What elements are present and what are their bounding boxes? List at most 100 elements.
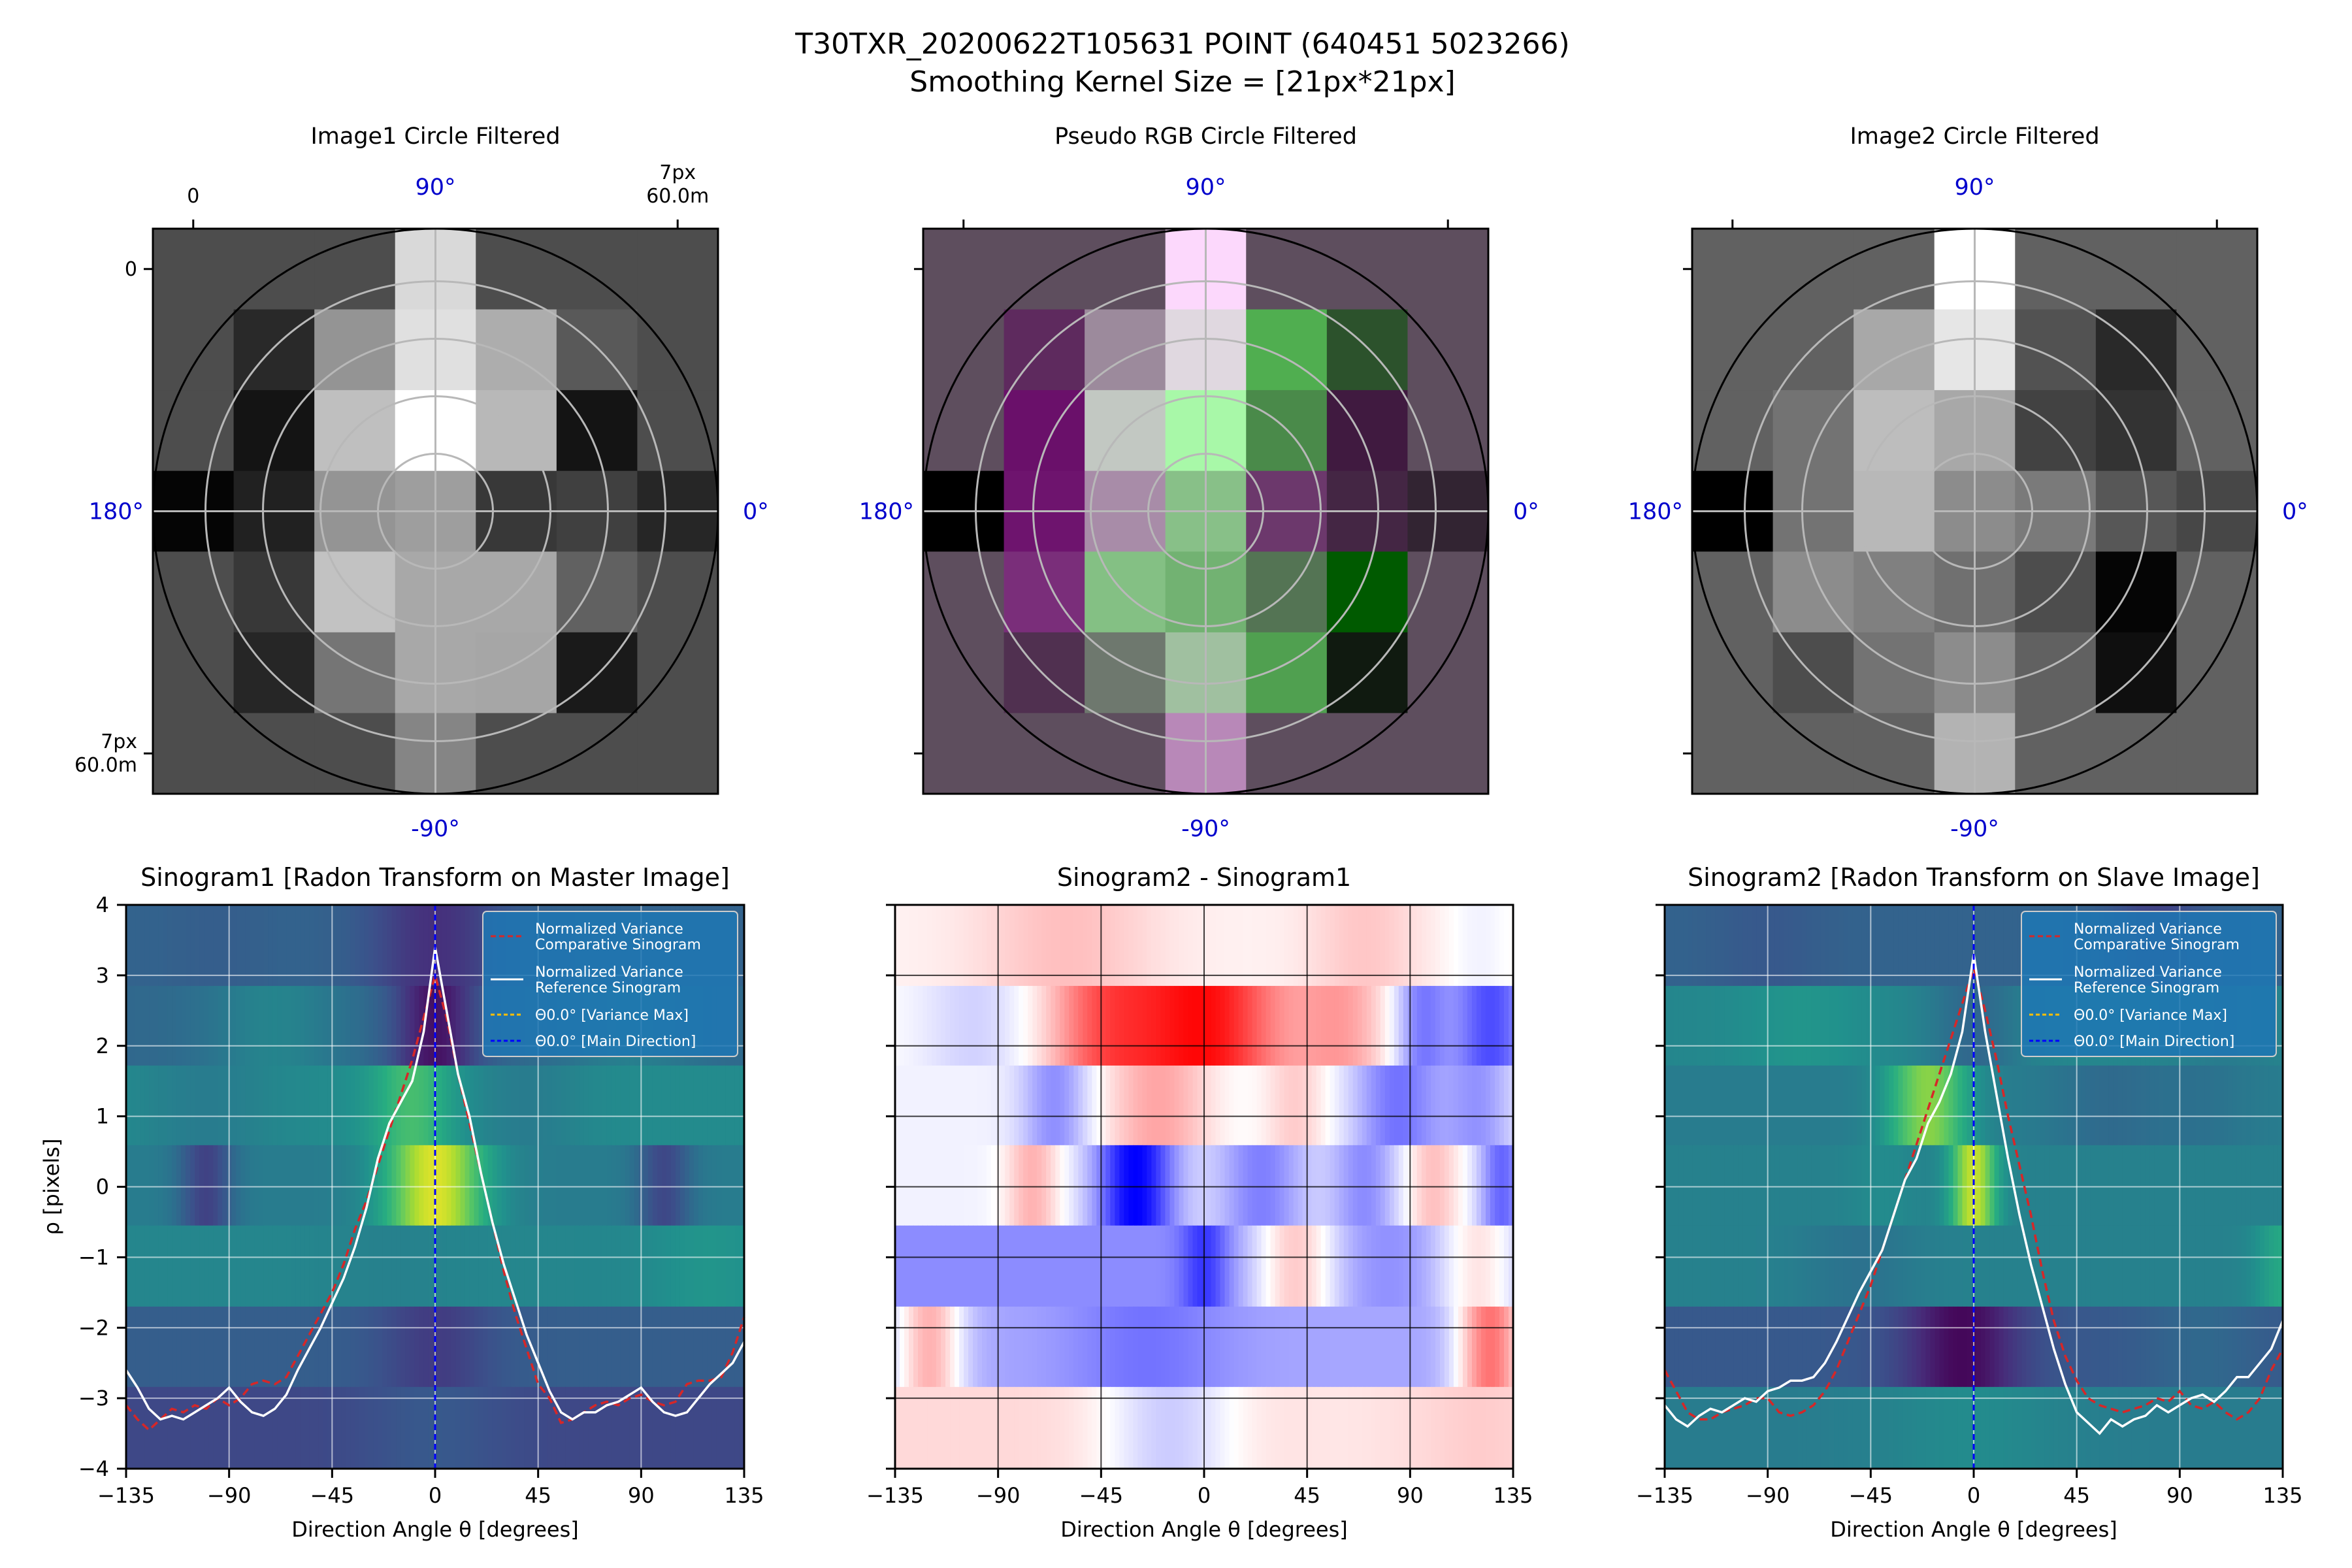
heatmap-cell [1774, 1065, 1780, 1146]
heatmap-cell [327, 905, 333, 987]
heatmap-cell [1788, 1065, 1794, 1146]
heatmap-cell [1087, 1306, 1093, 1388]
heatmap-cell [1389, 1306, 1395, 1388]
y-tick-label: 60.0m [74, 754, 137, 777]
heatmap-cell [1444, 1306, 1450, 1388]
heatmap-cell [1298, 1145, 1303, 1226]
heatmap-cell [1834, 986, 1840, 1066]
heatmap-cell [1224, 1386, 1230, 1469]
heatmap-cell [1683, 1145, 1688, 1226]
heatmap-cell [2017, 1145, 2023, 1226]
heatmap-cell [1398, 1386, 1404, 1469]
heatmap-cell [1710, 986, 1716, 1066]
heatmap-cell [675, 1225, 681, 1307]
heatmap-cell [1224, 1065, 1230, 1146]
heatmap-cell [1188, 1225, 1194, 1307]
y-axis-label: ρ [pixels] [39, 1139, 64, 1235]
heatmap-cell [1989, 905, 1995, 987]
heatmap-cell [163, 1145, 168, 1226]
heatmap-cell [2017, 905, 2023, 987]
heatmap-cell [1861, 905, 1867, 987]
heatmap-cell [1939, 1306, 1945, 1388]
heatmap-cell [1169, 1306, 1175, 1388]
heatmap-cell [1889, 1145, 1895, 1226]
heatmap-cell [1697, 905, 1702, 987]
heatmap-cell [1692, 1386, 1697, 1469]
heatmap-cell [2168, 1386, 2174, 1469]
heatmap-cell [2104, 1225, 2110, 1307]
heatmap-cell [1756, 1065, 1761, 1146]
heatmap-cell [1852, 905, 1858, 987]
heatmap-cell [1014, 986, 1019, 1066]
heatmap-cell [927, 1065, 932, 1146]
heatmap-cell [1752, 1145, 1757, 1226]
heatmap-cell [1499, 1306, 1505, 1388]
heatmap-cell [1875, 1386, 1881, 1469]
x-tick-label: 0 [429, 1483, 442, 1508]
heatmap-cell [1884, 905, 1890, 987]
heatmap-cell [1339, 1225, 1345, 1307]
heatmap-cell [982, 1065, 987, 1146]
heatmap-cell [725, 1306, 731, 1388]
heatmap-cell [1866, 1145, 1872, 1226]
heatmap-cell [1343, 1225, 1349, 1307]
heatmap-cell [455, 1386, 461, 1469]
heatmap-cell [1019, 1306, 1024, 1388]
heatmap-cell [1284, 1306, 1290, 1388]
heatmap-cell [2200, 1225, 2206, 1307]
heatmap-cell [1948, 1145, 1954, 1226]
heatmap-cell [172, 1306, 177, 1388]
heatmap-cell [478, 1386, 484, 1469]
heatmap-cell [126, 1145, 131, 1226]
heatmap-cell [2063, 1225, 2068, 1307]
heatmap-cell [282, 1386, 287, 1469]
heatmap-cell [2053, 1306, 2059, 1388]
heatmap-cell [529, 1065, 534, 1146]
heatmap-cell [346, 1145, 351, 1226]
heatmap-cell [1028, 1306, 1034, 1388]
heatmap-cell [615, 1065, 621, 1146]
heatmap-cell [1092, 1065, 1098, 1146]
heatmap-cell [1083, 1386, 1088, 1469]
heatmap-cell [1243, 1065, 1249, 1146]
heatmap-cell [2195, 1225, 2201, 1307]
heatmap-cell [606, 1386, 612, 1469]
heatmap-cell [1797, 1145, 1803, 1226]
heatmap-cell [391, 986, 397, 1066]
heatmap-cell [291, 1065, 297, 1146]
heatmap-cell [529, 1225, 534, 1307]
heatmap-cell [149, 1306, 154, 1388]
heatmap-cell [341, 1145, 347, 1226]
heatmap-cell [1352, 986, 1358, 1066]
heatmap-cell [208, 1225, 214, 1307]
heatmap-cell [2053, 1225, 2059, 1307]
heatmap-cell [702, 1065, 708, 1146]
heatmap-cell [606, 1145, 612, 1226]
heatmap-cell [515, 1386, 521, 1469]
heatmap-cell [684, 1065, 690, 1146]
heatmap-cell [1508, 1145, 1513, 1226]
heatmap-cell [1948, 1306, 1954, 1388]
heatmap-cell [1471, 1306, 1477, 1388]
heatmap-cell [2204, 1225, 2210, 1307]
heatmap-cell [1110, 1306, 1116, 1388]
heatmap-cell [1197, 1145, 1203, 1226]
heatmap-cell [1151, 1145, 1157, 1226]
heatmap-cell [1124, 1386, 1130, 1469]
heatmap-cell [1784, 1145, 1789, 1226]
heatmap-cell [1279, 986, 1285, 1066]
heatmap-cell [2012, 1225, 2018, 1307]
heatmap-cell [1128, 1306, 1134, 1388]
heatmap-cell [1980, 1306, 1986, 1388]
heatmap-cell [2008, 1145, 2014, 1226]
heatmap-cell [1343, 1386, 1349, 1469]
heatmap-cell [149, 1225, 154, 1307]
heatmap-cell [987, 986, 992, 1066]
heatmap-cell [1912, 1065, 1918, 1146]
heatmap-cell [1444, 986, 1450, 1066]
heatmap-cell [1747, 1225, 1752, 1307]
heatmap-cell [1416, 1225, 1422, 1307]
heatmap-cell [2259, 1386, 2265, 1469]
heatmap-cell [1802, 1306, 1808, 1388]
